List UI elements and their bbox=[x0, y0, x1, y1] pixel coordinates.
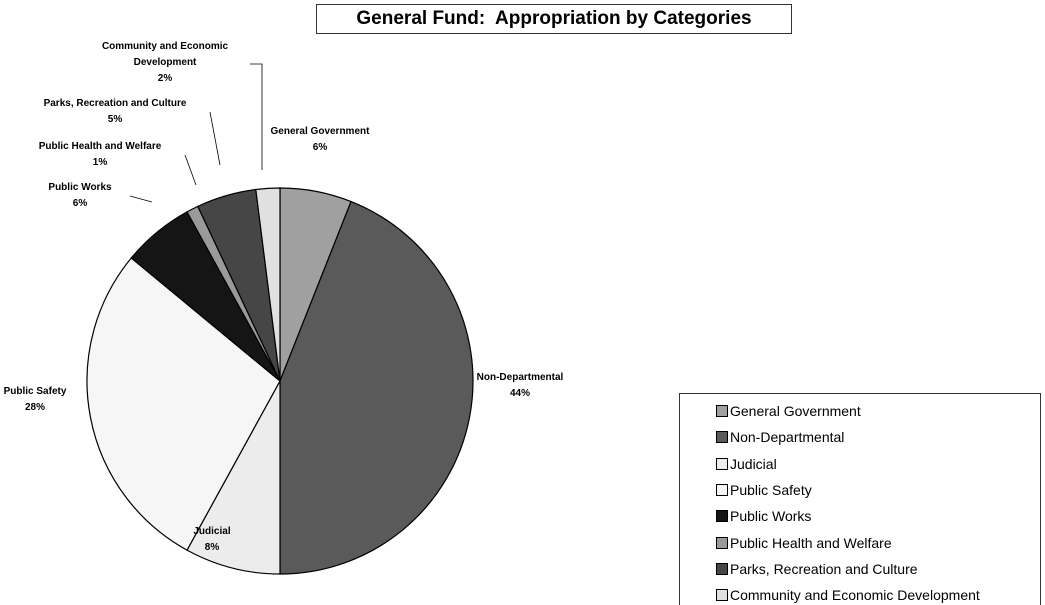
legend-item: Public Works bbox=[716, 503, 1040, 529]
slice-label: Community and Economic Development bbox=[101, 41, 229, 68]
pie-slice bbox=[255, 187, 281, 382]
legend-item: Parks, Recreation and Culture bbox=[716, 556, 1040, 582]
slice-label: Public Works bbox=[48, 182, 112, 193]
legend-item: Judicial bbox=[716, 451, 1040, 477]
pie-slice bbox=[279, 200, 474, 575]
legend-item: Public Health and Welfare bbox=[716, 529, 1040, 555]
leader-line bbox=[209, 111, 221, 166]
legend-label: Public Safety bbox=[730, 482, 812, 499]
slice-value-label: 44% bbox=[509, 388, 530, 399]
slice-label: General Government bbox=[270, 126, 370, 137]
slice-label: Judicial bbox=[193, 526, 231, 537]
legend-label: General Government bbox=[730, 403, 861, 420]
slice-value-label: 5% bbox=[107, 114, 123, 125]
legend-label: Public Health and Welfare bbox=[730, 534, 892, 551]
legend-item: Non-Departmental bbox=[716, 424, 1040, 450]
legend-item: General Government bbox=[716, 398, 1040, 424]
leader-line bbox=[184, 154, 197, 186]
legend-label: Public Works bbox=[730, 508, 812, 525]
slice-value-label: 6% bbox=[312, 142, 328, 153]
slice-value-label: 2% bbox=[157, 73, 173, 84]
slice-label: Public Health and Welfare bbox=[38, 141, 162, 152]
slice-label: Non-Departmental bbox=[476, 372, 564, 383]
leader-line bbox=[129, 195, 153, 203]
slice-value-label: 8% bbox=[204, 542, 220, 553]
legend-swatch bbox=[716, 589, 728, 602]
legend-swatch bbox=[716, 536, 728, 549]
legend-label: Community and Economic Development bbox=[730, 587, 980, 604]
slice-value-label: 6% bbox=[72, 198, 88, 209]
pie-slice bbox=[186, 380, 281, 575]
legend-swatch bbox=[716, 457, 728, 470]
legend: General Government Non-Departmental Judici… bbox=[679, 393, 1041, 605]
legend-item: Public Safety bbox=[716, 477, 1040, 503]
legend-swatch bbox=[716, 510, 728, 523]
pie-slice bbox=[86, 257, 281, 551]
legend-label: Non-Departmental bbox=[730, 429, 845, 446]
legend-swatch bbox=[716, 431, 728, 444]
chart-title: General Fund: Appropriation by Categorie… bbox=[316, 4, 792, 34]
leader-line bbox=[250, 63, 263, 170]
legend-label: Judicial bbox=[730, 455, 777, 472]
slice-value-label: 28% bbox=[24, 402, 45, 413]
legend-swatch bbox=[716, 405, 728, 418]
slice-label: Public Safety bbox=[3, 386, 67, 397]
legend-swatch bbox=[716, 484, 728, 497]
slice-value-label: 1% bbox=[92, 157, 108, 168]
legend-label: Parks, Recreation and Culture bbox=[730, 560, 918, 577]
legend-swatch bbox=[716, 562, 728, 575]
slice-label: Parks, Recreation and Culture bbox=[43, 98, 187, 109]
legend-item: Community and Economic Development bbox=[716, 582, 1040, 605]
